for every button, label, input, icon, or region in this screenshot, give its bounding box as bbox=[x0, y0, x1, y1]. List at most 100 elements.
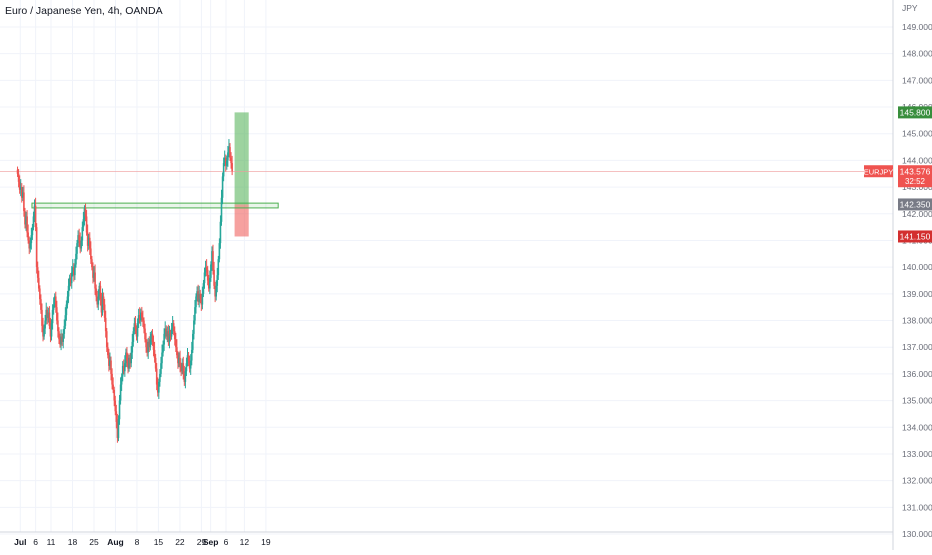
x-tick-label: 22 bbox=[175, 537, 185, 547]
candle-body bbox=[154, 357, 157, 369]
candle bbox=[185, 357, 188, 377]
candle bbox=[26, 210, 28, 238]
last-price-bg bbox=[898, 165, 932, 188]
price-tag: 141.150 bbox=[898, 230, 932, 243]
candle-body bbox=[111, 373, 113, 385]
candle-body bbox=[18, 181, 21, 190]
candle bbox=[61, 333, 63, 346]
candle bbox=[120, 373, 123, 391]
candle-body bbox=[92, 267, 94, 278]
candle bbox=[23, 185, 25, 217]
candle-body bbox=[25, 216, 27, 225]
candle bbox=[135, 325, 138, 341]
candle-body bbox=[201, 293, 204, 305]
candle-body bbox=[78, 235, 80, 241]
candle bbox=[85, 210, 88, 236]
candles bbox=[16, 139, 233, 443]
candle-body bbox=[200, 299, 203, 305]
x-tick-label: Jul bbox=[14, 537, 26, 547]
candle bbox=[152, 335, 155, 357]
candle bbox=[220, 189, 223, 226]
candle-body bbox=[212, 251, 214, 270]
candle-body bbox=[125, 352, 127, 364]
candle-body bbox=[36, 267, 39, 278]
candle-body bbox=[57, 320, 59, 332]
candle bbox=[16, 166, 19, 177]
candle bbox=[211, 246, 213, 271]
y-tick-label: 134.000 bbox=[902, 422, 932, 432]
candle bbox=[187, 352, 190, 367]
candle bbox=[201, 286, 204, 310]
candle bbox=[197, 284, 199, 306]
candle-body bbox=[217, 259, 220, 276]
candle bbox=[189, 354, 192, 375]
candle bbox=[212, 244, 214, 275]
candle bbox=[33, 199, 36, 223]
candle bbox=[22, 186, 24, 201]
candle-body bbox=[113, 389, 116, 401]
x-tick-label: 18 bbox=[68, 537, 78, 547]
candle-body bbox=[138, 315, 141, 321]
candle bbox=[68, 274, 71, 291]
candle bbox=[27, 224, 29, 244]
candle-body bbox=[193, 320, 195, 334]
candle bbox=[141, 306, 143, 322]
candle bbox=[35, 223, 38, 274]
candle bbox=[111, 368, 113, 390]
candle-body bbox=[216, 275, 219, 286]
candle bbox=[216, 267, 219, 293]
candle bbox=[90, 241, 92, 264]
candle bbox=[77, 230, 79, 248]
candle bbox=[149, 332, 152, 351]
candle bbox=[199, 289, 202, 304]
candle-body bbox=[218, 243, 221, 260]
candle-body bbox=[133, 323, 136, 332]
grid bbox=[0, 0, 893, 535]
candle-body bbox=[159, 373, 161, 382]
candle-body bbox=[52, 304, 55, 310]
candle bbox=[43, 324, 45, 340]
candle bbox=[150, 330, 153, 345]
candle-body bbox=[175, 339, 177, 348]
candle bbox=[213, 261, 215, 290]
price-tags: 145.800 142.350 141.150 bbox=[898, 106, 932, 243]
candle bbox=[171, 315, 174, 335]
candle-body bbox=[126, 352, 128, 361]
candle bbox=[66, 290, 69, 309]
candle bbox=[20, 183, 23, 203]
candle bbox=[217, 255, 220, 280]
candle bbox=[209, 270, 211, 295]
candle-body bbox=[219, 221, 222, 244]
candle-body bbox=[112, 384, 114, 390]
y-tick-label: 142.000 bbox=[902, 209, 932, 219]
candle-body bbox=[46, 309, 49, 318]
resistance-zone bbox=[31, 202, 279, 209]
candle-body bbox=[149, 339, 152, 348]
candle bbox=[169, 329, 172, 342]
candle-body bbox=[26, 216, 28, 233]
candle bbox=[214, 281, 216, 303]
candle bbox=[100, 292, 103, 318]
candle bbox=[203, 267, 206, 289]
candle-body bbox=[54, 296, 57, 308]
candle-body bbox=[90, 248, 92, 260]
candle-body bbox=[231, 163, 233, 172]
candle bbox=[180, 362, 182, 377]
x-tick-label: 8 bbox=[135, 537, 140, 547]
candle bbox=[86, 224, 89, 252]
x-tick-label: 15 bbox=[154, 537, 164, 547]
candle-body bbox=[155, 368, 158, 385]
candle-body bbox=[69, 277, 72, 284]
candle-body bbox=[42, 325, 44, 337]
candle bbox=[97, 289, 100, 311]
candle bbox=[204, 260, 207, 277]
candle-body bbox=[192, 333, 194, 350]
candle-body bbox=[187, 355, 190, 361]
candle bbox=[98, 282, 101, 301]
candle bbox=[37, 270, 40, 292]
candle-body bbox=[82, 219, 85, 228]
candle-body bbox=[33, 205, 36, 217]
candle bbox=[143, 317, 145, 334]
candle bbox=[224, 154, 227, 172]
